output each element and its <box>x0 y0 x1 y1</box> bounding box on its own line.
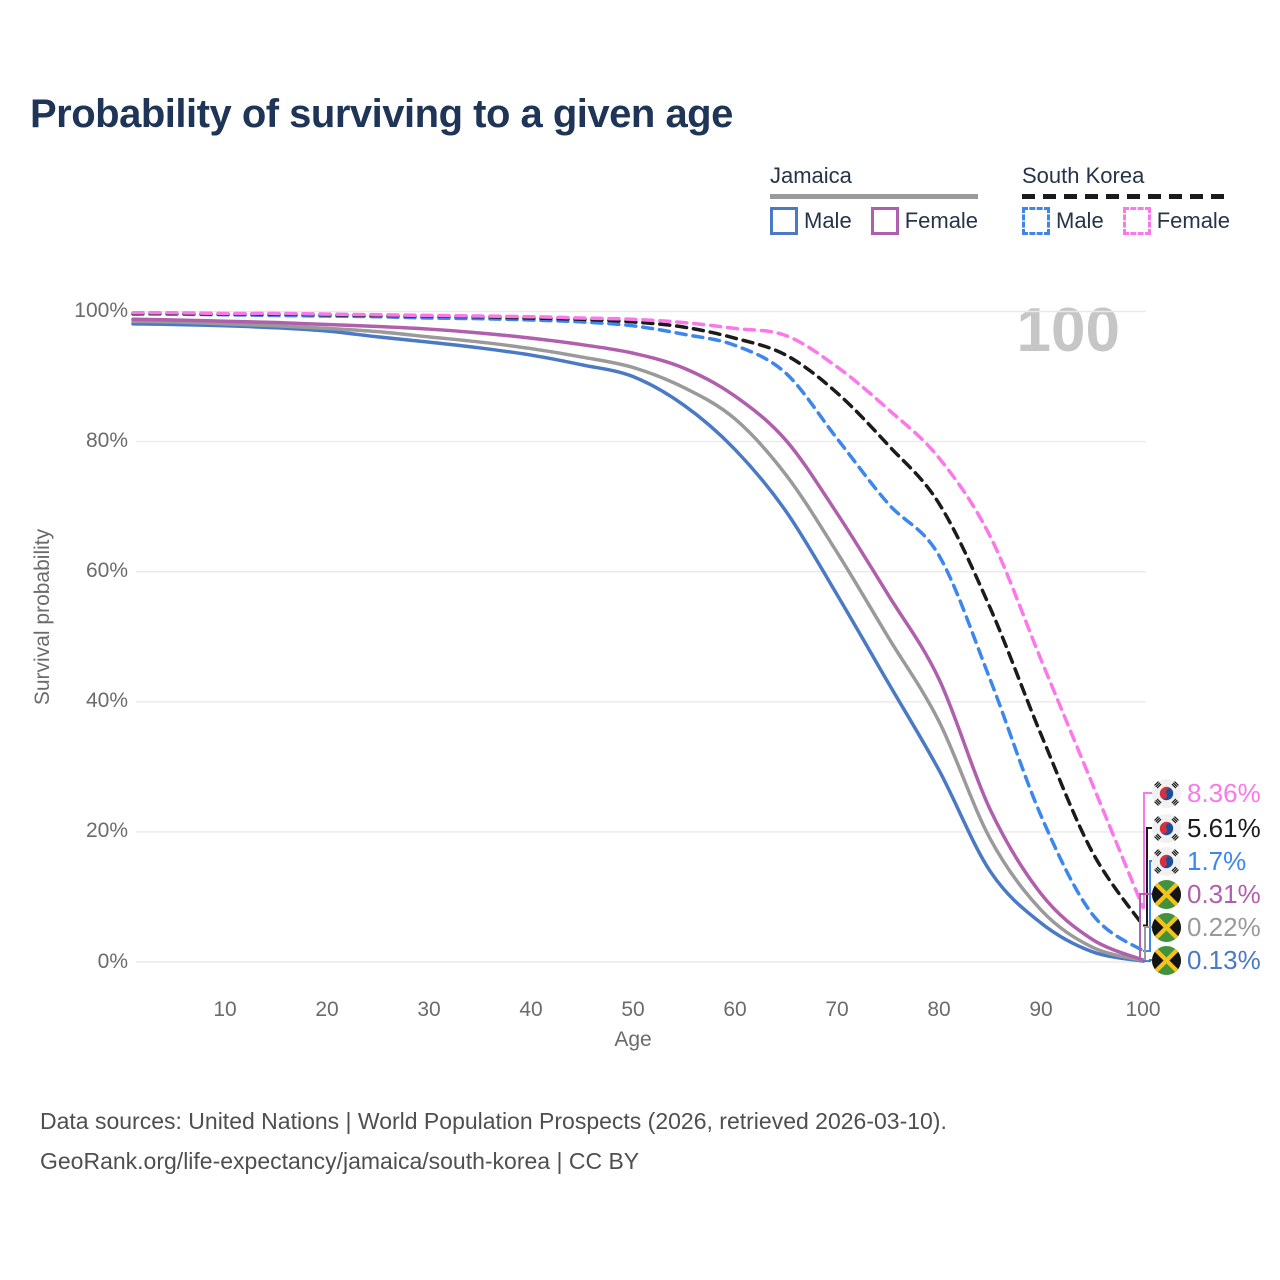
y-tick-60: 60% <box>85 559 128 582</box>
south-korea-female-swatch-icon <box>1122 207 1151 235</box>
legend-label-jamaica-male: Male <box>804 208 852 233</box>
legend-jamaica-underline <box>770 194 979 199</box>
y-tick-80: 80% <box>85 429 128 452</box>
legend-label-south-korea-female: Female <box>1156 208 1231 233</box>
jamaica-flag-icon <box>1152 913 1181 942</box>
legend-group-jamaica: Jamaica Male Female <box>770 163 979 235</box>
x-tick-40: 40 <box>519 998 543 1021</box>
end-label-jamaica-male: 0.13% <box>1152 945 1261 975</box>
attribution-note: GeoRank.org/life-expectancy/jamaica/sout… <box>40 1148 640 1174</box>
end-value-south-korea-both: 5.61% <box>1187 813 1261 843</box>
x-tick-80: 80 <box>927 998 951 1021</box>
data-sources-note: Data sources: United Nations | World Pop… <box>40 1108 947 1134</box>
south-korea-flag-icon <box>1152 779 1181 808</box>
jamaica-flag-icon <box>1152 946 1181 975</box>
end-value-jamaica-both: 0.22% <box>1187 912 1261 942</box>
legend-label-south-korea-male: Male <box>1056 208 1104 233</box>
end-label-jamaica-female: 0.31% <box>1152 879 1261 909</box>
end-value-south-korea-female: 8.36% <box>1187 778 1261 808</box>
age-counter: 100 <box>1016 296 1120 365</box>
jamaica-female-swatch-icon <box>870 207 899 235</box>
y-tick-0: 0% <box>97 950 128 973</box>
jamaica-flag-icon <box>1152 880 1181 909</box>
legend-item-south-korea-male[interactable]: Male <box>1022 207 1104 235</box>
x-tick-10: 10 <box>213 998 237 1021</box>
x-tick-90: 90 <box>1029 998 1053 1021</box>
end-value-jamaica-male: 0.13% <box>1187 945 1261 975</box>
x-tick-50: 50 <box>621 998 645 1021</box>
gridlines <box>136 310 1146 963</box>
legend-south-korea-label: South Korea <box>1022 163 1145 188</box>
legend-row-jamaica: Male Female <box>770 207 978 235</box>
y-axis-title: Survival probability <box>31 528 54 706</box>
page-title: Probability of surviving to a given age <box>30 92 733 136</box>
leader-lines <box>1139 792 1152 963</box>
x-tick-70: 70 <box>825 998 849 1021</box>
south-korea-male-swatch-icon <box>1022 207 1050 235</box>
x-tick-100: 100 <box>1125 998 1161 1021</box>
legend-group-south-korea: South Korea Male Female <box>1022 163 1231 235</box>
x-axis-title: Age <box>614 1028 652 1051</box>
x-tick-30: 30 <box>417 998 441 1021</box>
series-lines <box>131 311 1145 963</box>
end-label-south-korea-both: 5.61% <box>1152 813 1261 843</box>
legend-row-south-korea: Male Female <box>1022 207 1230 235</box>
end-label-south-korea-male: 1.7% <box>1152 846 1246 876</box>
end-label-south-korea-female: 8.36% <box>1152 778 1261 808</box>
legend-item-jamaica-female[interactable]: Female <box>870 207 979 235</box>
x-tick-20: 20 <box>315 998 339 1021</box>
legend-item-south-korea-female[interactable]: Female <box>1122 207 1231 235</box>
end-value-south-korea-male: 1.7% <box>1187 846 1247 876</box>
y-tick-20: 20% <box>85 819 128 842</box>
x-tick-60: 60 <box>723 998 747 1021</box>
south-korea-flag-icon <box>1152 847 1181 876</box>
y-tick-40: 40% <box>85 689 128 712</box>
legend-item-jamaica-male[interactable]: Male <box>770 207 852 235</box>
legend-label-jamaica-female: Female <box>904 208 979 233</box>
jamaica-male-swatch-icon <box>770 207 798 235</box>
y-tick-100: 100% <box>74 299 128 322</box>
south-korea-flag-icon <box>1152 814 1181 843</box>
legend-jamaica-label: Jamaica <box>770 163 852 188</box>
end-label-jamaica-both: 0.22% <box>1152 912 1261 942</box>
end-value-jamaica-female: 0.31% <box>1187 879 1261 909</box>
legend-south-korea-underline <box>1022 194 1231 199</box>
